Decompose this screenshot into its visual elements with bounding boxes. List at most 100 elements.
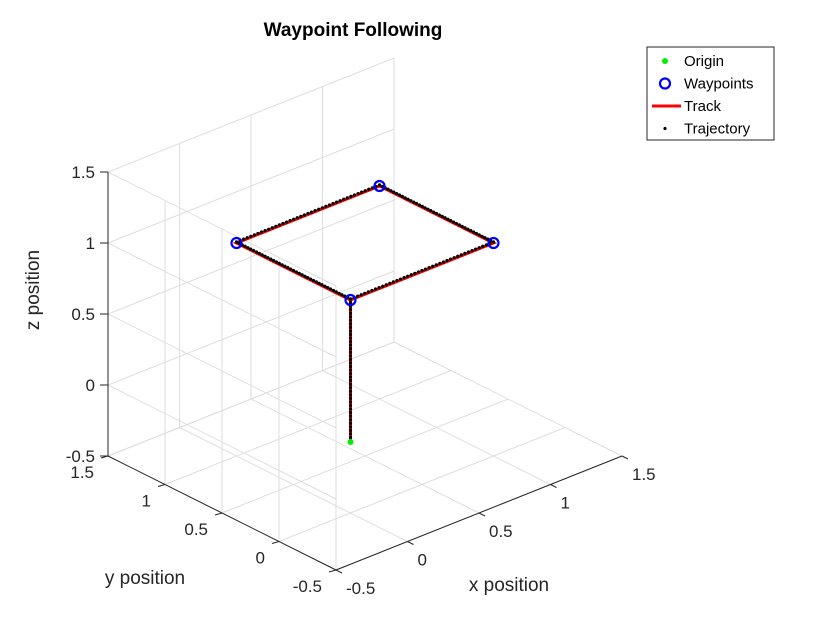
trajectory-point — [460, 224, 464, 228]
legend-label: Track — [684, 98, 721, 115]
wall-gridline — [107, 128, 395, 244]
y-tick-label: 1 — [142, 492, 151, 511]
trajectory-point — [409, 273, 413, 277]
wall-gridline — [107, 384, 337, 500]
trajectory-point — [263, 254, 267, 258]
trajectory-point — [348, 347, 353, 351]
legend-box — [646, 46, 775, 141]
trajectory-point — [457, 223, 461, 227]
trajectory-point — [474, 231, 478, 236]
wall-gridline — [107, 57, 395, 173]
trajectory-point — [345, 196, 349, 200]
trajectory-point — [257, 251, 261, 255]
trajectory-point — [252, 248, 256, 253]
trajectory-point — [420, 204, 424, 208]
trajectory-point — [392, 190, 396, 194]
wall-gridline — [107, 270, 395, 386]
x-tick-label: 1.5 — [632, 465, 656, 484]
trajectory-point — [348, 389, 353, 393]
trajectory-point — [288, 219, 292, 223]
z-axis-label: z position — [23, 250, 44, 330]
trajectory-point — [466, 227, 470, 231]
trajectory-point — [302, 213, 307, 217]
trajectory-point — [309, 210, 314, 214]
wall-gridline — [107, 171, 337, 287]
trajectory-point — [481, 244, 485, 248]
trajectory-point — [403, 196, 407, 200]
trajectory-point — [323, 284, 327, 288]
trajectory-point — [348, 364, 353, 369]
trajectory-point — [398, 277, 403, 281]
trajectory-point — [309, 277, 313, 281]
waypoint-marker — [373, 179, 386, 193]
trajectory-point — [348, 325, 353, 329]
trajectory-point — [306, 276, 310, 280]
trajectory-point — [271, 258, 276, 263]
trajectory-point — [237, 241, 241, 246]
trajectory-point — [348, 315, 353, 319]
trajectory-point — [249, 247, 253, 251]
trajectory-point — [348, 411, 353, 415]
x-tick-label: -0.5 — [346, 579, 375, 598]
trajectory-point — [348, 329, 353, 333]
plot-data — [230, 179, 500, 445]
trajectory-point — [423, 206, 427, 210]
trajectory-point — [348, 400, 353, 404]
trajectory-point — [348, 340, 353, 344]
trajectory-point — [348, 382, 353, 386]
trajectory-point — [297, 271, 301, 275]
grid — [107, 57, 623, 571]
trajectory-point — [342, 197, 346, 201]
trajectory-point — [348, 332, 353, 337]
trajectory-point — [270, 226, 274, 230]
trajectory-point — [313, 209, 317, 213]
tick-labels: -0.500.511.5-0.500.511.5-0.500.511.5 — [66, 163, 656, 598]
trajectory-point — [356, 191, 360, 196]
x-tick-mark — [478, 512, 486, 517]
trajectory-point — [449, 257, 453, 261]
trajectory-point — [280, 263, 284, 267]
y-tick-label: -0.5 — [293, 577, 322, 596]
trajectory-point — [409, 199, 413, 203]
trajectory-point — [380, 184, 384, 189]
trajectory-point — [348, 418, 353, 422]
y-axis-label: y position — [105, 568, 185, 589]
trajectory-point — [349, 194, 353, 198]
axes — [100, 171, 629, 574]
trajectory-point — [440, 214, 444, 218]
trajectory-point — [243, 244, 247, 248]
z-tick-label: 0 — [86, 376, 95, 395]
trajectory-point — [269, 257, 273, 261]
trajectory-point — [266, 256, 270, 260]
waypoint-marker — [344, 293, 357, 307]
trajectory-point — [311, 278, 316, 283]
trajectory-point — [426, 207, 430, 211]
trajectory-point — [434, 263, 438, 267]
trajectory-point — [367, 187, 371, 191]
trajectory-point — [320, 283, 324, 287]
trajectory-point — [348, 354, 353, 358]
chart-title: Waypoint Following — [264, 20, 443, 41]
trajectory-point — [348, 379, 353, 383]
trajectory-point — [320, 206, 324, 210]
trajectory-point — [432, 210, 436, 214]
trajectory-point — [438, 261, 442, 265]
trajectory-point — [360, 190, 364, 194]
wall-gridline — [107, 341, 395, 457]
x-tick-label: 0 — [418, 551, 427, 570]
trajectory-point — [348, 414, 353, 418]
trajectory-point — [437, 213, 441, 217]
trajectory-point — [348, 308, 353, 312]
trajectory-point — [423, 267, 428, 271]
z-tick-label: 0.5 — [71, 305, 95, 324]
trajectory-point — [348, 318, 353, 322]
trajectory-point — [348, 343, 353, 347]
trajectory-point — [338, 199, 342, 203]
floor-gridline — [221, 398, 509, 514]
trajectory-point — [463, 226, 467, 230]
trajectory-point — [246, 246, 250, 250]
trajectory-point — [348, 368, 353, 372]
trajectory-point — [348, 300, 353, 305]
y-tick-label: 0 — [256, 549, 265, 568]
trajectory-point — [317, 281, 321, 285]
